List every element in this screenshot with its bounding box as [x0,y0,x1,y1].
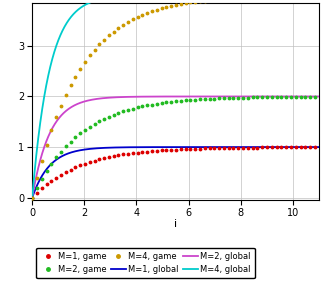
X-axis label: i: i [174,219,177,229]
Legend: M=1, game, M=2, game, M=4, game, M=1, global, M=2, global, M=4, global: M=1, game, M=2, game, M=4, game, M=1, gl… [36,248,255,278]
